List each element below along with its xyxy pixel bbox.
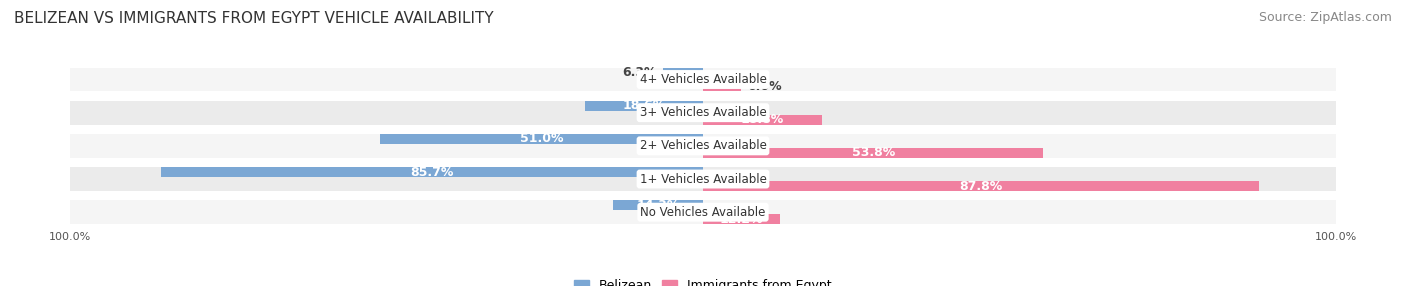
Bar	[380, 134, 703, 144]
Text: 6.3%: 6.3%	[623, 66, 657, 79]
Text: 14.3%: 14.3%	[636, 199, 679, 212]
Text: 3+ Vehicles Available: 3+ Vehicles Available	[640, 106, 766, 119]
Text: 2+ Vehicles Available: 2+ Vehicles Available	[640, 139, 766, 152]
Legend: Belizean, Immigrants from Egypt: Belizean, Immigrants from Egypt	[569, 274, 837, 286]
Bar	[703, 181, 1258, 191]
Text: 18.8%: 18.8%	[741, 113, 785, 126]
Bar	[703, 214, 780, 224]
Bar	[70, 67, 1336, 92]
Bar	[160, 167, 703, 177]
Bar	[70, 167, 1336, 191]
Text: 12.2%: 12.2%	[720, 213, 763, 226]
Text: Source: ZipAtlas.com: Source: ZipAtlas.com	[1258, 11, 1392, 24]
Bar	[703, 82, 741, 92]
Text: 6.0%: 6.0%	[748, 80, 782, 93]
Text: No Vehicles Available: No Vehicles Available	[640, 206, 766, 219]
Bar	[613, 200, 703, 210]
Bar	[70, 200, 1336, 224]
Bar	[703, 115, 823, 125]
Text: BELIZEAN VS IMMIGRANTS FROM EGYPT VEHICLE AVAILABILITY: BELIZEAN VS IMMIGRANTS FROM EGYPT VEHICL…	[14, 11, 494, 26]
Bar	[70, 101, 1336, 125]
Text: 51.0%: 51.0%	[520, 132, 564, 145]
Text: 4+ Vehicles Available: 4+ Vehicles Available	[640, 73, 766, 86]
Bar	[703, 148, 1043, 158]
Text: 85.7%: 85.7%	[411, 166, 454, 178]
Text: 53.8%: 53.8%	[852, 146, 894, 159]
Bar	[70, 134, 1336, 158]
Bar	[585, 101, 703, 111]
Text: 87.8%: 87.8%	[959, 180, 1002, 192]
Bar	[664, 67, 703, 78]
Text: 1+ Vehicles Available: 1+ Vehicles Available	[640, 172, 766, 186]
Text: 18.6%: 18.6%	[623, 99, 666, 112]
